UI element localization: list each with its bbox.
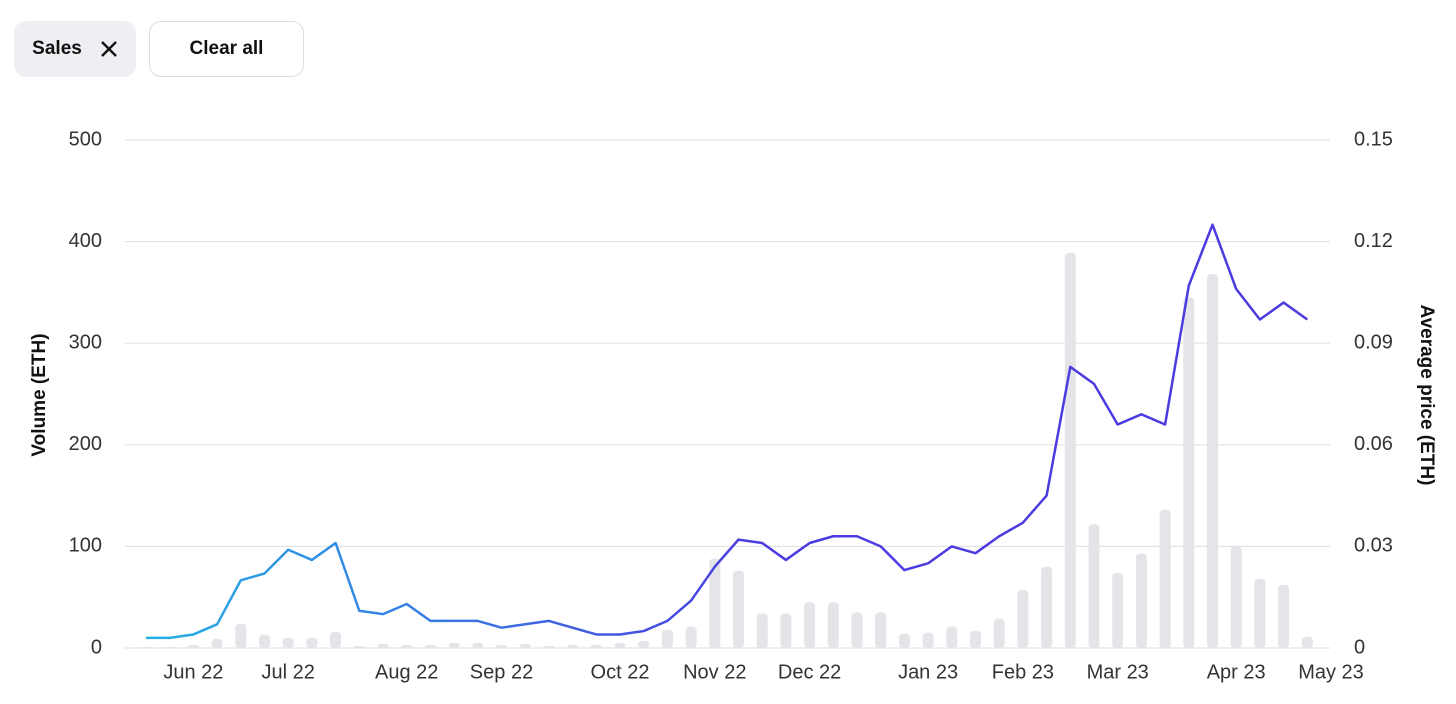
volume-bar bbox=[519, 643, 531, 648]
volume-bar bbox=[851, 612, 863, 648]
volume-bar bbox=[1041, 566, 1053, 648]
volume-bar bbox=[235, 623, 247, 648]
volume-bar bbox=[756, 613, 768, 648]
x-tick-label: Feb 23 bbox=[992, 661, 1054, 683]
volume-bar bbox=[685, 626, 697, 648]
volume-bar bbox=[164, 646, 176, 648]
volume-bar bbox=[1230, 546, 1242, 648]
x-tick-label: Oct 22 bbox=[591, 661, 650, 683]
y-tick-label: 500 bbox=[69, 128, 102, 150]
volume-bar bbox=[946, 626, 958, 648]
volume-bar bbox=[1207, 274, 1218, 648]
volume-bar bbox=[1135, 553, 1147, 648]
volume-bar bbox=[1017, 590, 1029, 648]
y2-tick-label: 0.03 bbox=[1354, 535, 1393, 557]
volume-bar bbox=[187, 644, 199, 648]
volume-bar bbox=[804, 602, 816, 648]
volume-bar bbox=[472, 642, 484, 648]
volume-bar bbox=[259, 634, 270, 648]
volume-bar bbox=[1278, 585, 1290, 648]
volume-bar bbox=[922, 632, 934, 648]
y2-tick-label: 0.12 bbox=[1354, 230, 1393, 252]
x-tick-label: Jun 22 bbox=[163, 661, 223, 683]
volume-bar bbox=[330, 631, 342, 648]
volume-bar bbox=[661, 629, 673, 648]
x-tick-label: Jan 23 bbox=[898, 661, 958, 683]
y-tick-label: 200 bbox=[69, 433, 102, 455]
y-tick-label: 400 bbox=[69, 230, 102, 252]
x-tick-label: Jul 22 bbox=[262, 661, 315, 683]
volume-bar bbox=[875, 612, 887, 648]
volume-bar bbox=[827, 602, 839, 648]
volume-bar bbox=[543, 645, 555, 648]
x-tick-label: May 23 bbox=[1298, 661, 1364, 683]
x-tick-label: Nov 22 bbox=[683, 661, 746, 683]
volume-bar bbox=[780, 613, 792, 648]
volume-bar bbox=[282, 637, 294, 648]
y2-tick-label: 0.09 bbox=[1354, 331, 1393, 353]
y2-tick-label: 0 bbox=[1354, 636, 1365, 658]
volume-bar bbox=[614, 642, 626, 648]
y2-axis-title: Average price (ETH) bbox=[1416, 305, 1437, 486]
volume-bar bbox=[1064, 252, 1076, 648]
volume-bar bbox=[993, 618, 1005, 648]
x-tick-label: Apr 23 bbox=[1207, 661, 1266, 683]
volume-bar bbox=[709, 558, 721, 648]
x-tick-label: Dec 22 bbox=[778, 661, 841, 683]
volume-bar bbox=[898, 633, 910, 648]
volume-bar bbox=[590, 644, 602, 648]
remove-icon[interactable] bbox=[100, 40, 118, 58]
y-tick-label: 300 bbox=[69, 331, 102, 353]
volume-bar bbox=[353, 645, 365, 648]
x-tick-label: Sep 22 bbox=[470, 661, 533, 683]
filter-chip[interactable]: Sales bbox=[14, 21, 136, 77]
y-tick-label: 100 bbox=[69, 535, 102, 557]
volume-bar bbox=[401, 644, 413, 648]
volume-bar bbox=[306, 637, 318, 648]
x-tick-label: Aug 22 bbox=[375, 661, 438, 683]
filter-label: Sales bbox=[32, 38, 82, 59]
volume-bar bbox=[1183, 297, 1195, 648]
volume-bar bbox=[638, 640, 650, 648]
volume-bar bbox=[448, 642, 460, 648]
y2-tick-label: 0.15 bbox=[1354, 128, 1393, 150]
clear-button[interactable]: Clear all bbox=[149, 21, 304, 77]
price-line bbox=[146, 223, 1309, 640]
y-tick-label: 0 bbox=[91, 636, 102, 658]
volume-bar bbox=[567, 644, 579, 648]
volume-bar bbox=[733, 570, 744, 648]
volume-bar bbox=[1112, 572, 1124, 648]
y2-tick-label: 0.06 bbox=[1354, 433, 1393, 455]
volume-bar bbox=[140, 646, 152, 648]
x-tick-label: Mar 23 bbox=[1087, 661, 1149, 683]
volume-bar bbox=[211, 638, 223, 648]
y-axis-title: Volume (ETH) bbox=[29, 333, 50, 456]
volume-bar bbox=[1301, 636, 1313, 648]
volume-bar bbox=[496, 644, 507, 648]
volume-bar bbox=[377, 643, 389, 648]
volume-bar bbox=[970, 630, 981, 648]
volume-bar bbox=[424, 644, 436, 648]
volume-bar bbox=[1254, 578, 1266, 648]
volume-bar bbox=[1159, 509, 1171, 648]
volume-bar bbox=[1088, 524, 1100, 648]
